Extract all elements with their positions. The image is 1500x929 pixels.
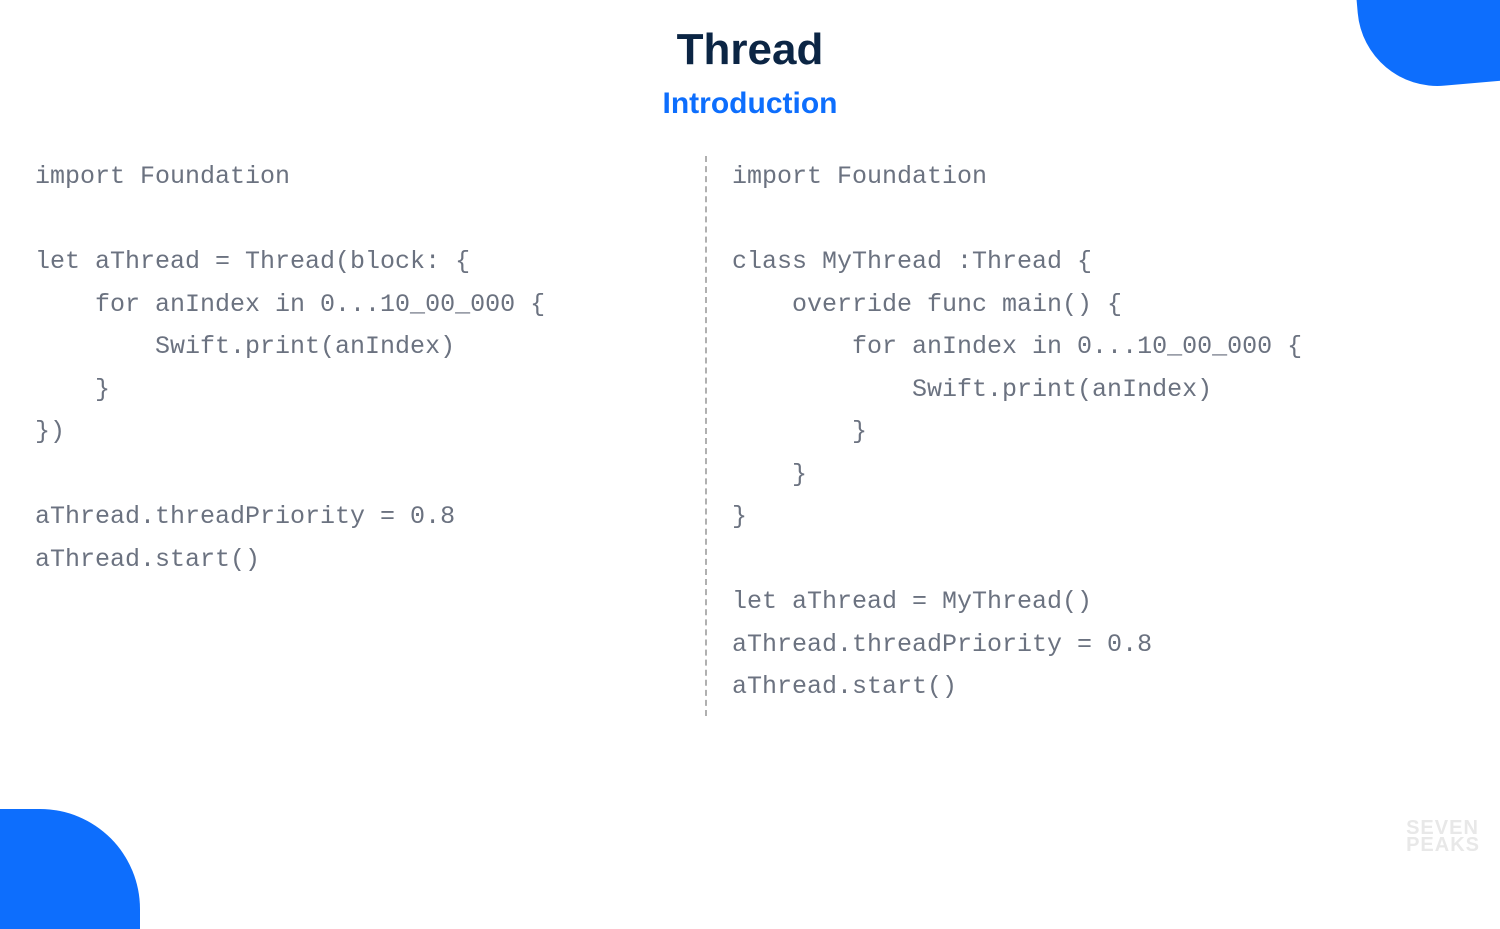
decorative-corner-bottom-left: [0, 809, 140, 929]
page-subtitle: Introduction: [0, 87, 1500, 121]
decorative-corner-top-right: [1356, 0, 1500, 93]
code-block-right: import Foundation class MyThread :Thread…: [722, 156, 1442, 716]
page-title: Thread: [0, 25, 1500, 75]
brand-watermark: SEVEN PEAKS: [1406, 820, 1480, 854]
watermark-line2: PEAKS: [1406, 837, 1480, 854]
vertical-divider: [705, 156, 707, 716]
content-area: import Foundation let aThread = Thread(b…: [0, 156, 1500, 716]
code-block-left: import Foundation let aThread = Thread(b…: [35, 156, 690, 716]
